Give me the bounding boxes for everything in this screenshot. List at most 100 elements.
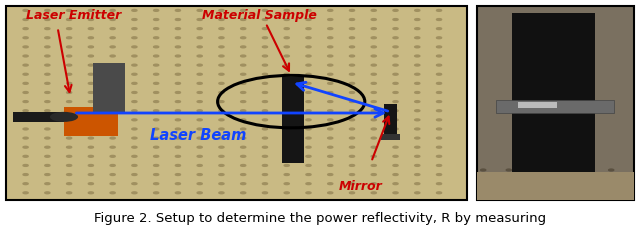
Circle shape [219,192,224,194]
Circle shape [371,83,376,85]
Circle shape [609,188,614,189]
Circle shape [557,197,563,198]
Circle shape [583,197,588,198]
Circle shape [175,92,180,94]
Circle shape [45,174,50,176]
Circle shape [154,183,159,185]
Circle shape [262,56,268,58]
Text: Material Sample: Material Sample [202,9,316,22]
Circle shape [67,183,72,185]
Circle shape [23,65,28,67]
Circle shape [371,65,376,67]
Circle shape [284,138,289,139]
Bar [93,64,125,114]
Circle shape [328,92,333,94]
Circle shape [306,138,311,139]
Circle shape [262,20,268,21]
Circle shape [262,138,268,139]
Circle shape [132,165,137,167]
Circle shape [67,92,72,94]
Circle shape [110,165,115,167]
Circle shape [88,92,93,94]
Circle shape [110,29,115,30]
Circle shape [88,56,93,58]
Circle shape [132,156,137,158]
Circle shape [284,147,289,148]
Circle shape [262,110,268,112]
Circle shape [219,165,224,167]
Circle shape [415,10,420,12]
Circle shape [219,29,224,30]
Circle shape [262,38,268,39]
Circle shape [67,147,72,148]
Circle shape [67,74,72,76]
Circle shape [110,174,115,176]
Circle shape [175,165,180,167]
Bar [477,7,634,200]
Circle shape [132,20,137,21]
Circle shape [197,65,202,67]
Bar [496,101,614,114]
Circle shape [23,47,28,49]
Circle shape [132,119,137,121]
Circle shape [23,119,28,121]
Circle shape [349,10,355,12]
Circle shape [241,10,246,12]
Circle shape [328,101,333,103]
Circle shape [23,183,28,185]
Text: Laser Beam: Laser Beam [150,128,247,143]
Circle shape [219,101,224,103]
Circle shape [436,38,442,39]
Circle shape [45,156,50,158]
Bar [381,134,400,141]
Circle shape [328,174,333,176]
Circle shape [219,83,224,85]
Circle shape [306,110,311,112]
Circle shape [23,128,28,130]
Circle shape [262,165,268,167]
Circle shape [609,197,614,198]
Circle shape [132,128,137,130]
Circle shape [262,92,268,94]
Circle shape [241,56,246,58]
Circle shape [284,183,289,185]
Circle shape [436,29,442,30]
Circle shape [436,147,442,148]
Circle shape [132,47,137,49]
Circle shape [132,29,137,30]
Circle shape [284,20,289,21]
Circle shape [609,178,614,180]
Circle shape [306,29,311,30]
Circle shape [219,47,224,49]
Circle shape [284,119,289,121]
Circle shape [241,65,246,67]
Circle shape [154,56,159,58]
Circle shape [110,92,115,94]
Circle shape [45,65,50,67]
Circle shape [262,29,268,30]
Circle shape [110,138,115,139]
Circle shape [306,65,311,67]
Circle shape [436,20,442,21]
Circle shape [262,119,268,121]
Circle shape [219,92,224,94]
Circle shape [557,178,563,180]
Circle shape [306,156,311,158]
Circle shape [197,101,202,103]
Circle shape [284,56,289,58]
Circle shape [197,10,202,12]
Circle shape [436,101,442,103]
Circle shape [241,29,246,30]
Circle shape [67,83,72,85]
Circle shape [154,119,159,121]
Circle shape [371,147,376,148]
Circle shape [132,38,137,39]
Circle shape [175,183,180,185]
Circle shape [219,10,224,12]
Circle shape [393,10,398,12]
Circle shape [175,38,180,39]
Circle shape [67,38,72,39]
Circle shape [197,56,202,58]
Circle shape [67,65,72,67]
Circle shape [306,10,311,12]
